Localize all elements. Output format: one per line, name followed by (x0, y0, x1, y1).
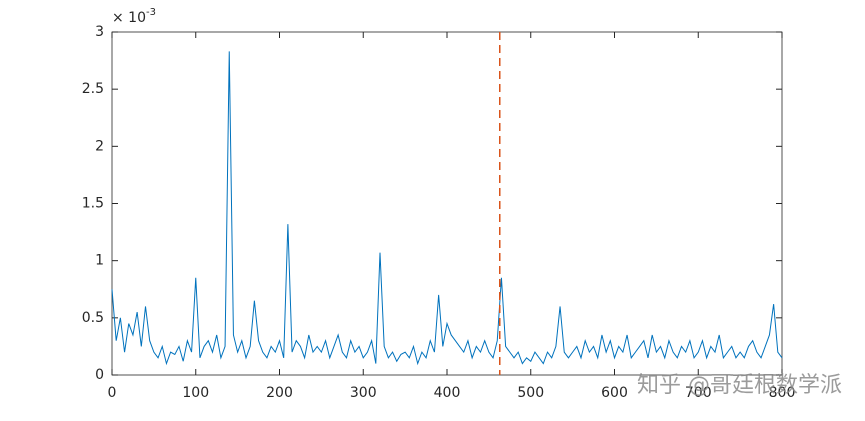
plot-area (111, 31, 783, 376)
y-tick-label: 0 (95, 367, 104, 383)
y-multiplier-base: × 10 (112, 10, 146, 26)
x-tick-label: 100 (182, 385, 209, 401)
y-tick-label: 2.5 (82, 81, 104, 97)
x-tick-label: 400 (434, 385, 461, 401)
x-tick-label: 800 (769, 385, 796, 401)
y-tick-label: 3 (95, 24, 104, 40)
y-tick-label: 1 (95, 253, 104, 269)
x-tick-label: 300 (350, 385, 377, 401)
y-tick-label: 0.5 (82, 310, 104, 326)
x-tick-label: 600 (601, 385, 628, 401)
watermark: 知乎 @哥廷根数学派 (637, 373, 842, 398)
x-tick-label: 200 (266, 385, 293, 401)
y-multiplier: × 10-3 (112, 7, 156, 26)
y-tick-label: 1.5 (82, 196, 104, 212)
x-tick-label: 500 (517, 385, 544, 401)
y-multiplier-exp: -3 (146, 7, 156, 18)
x-tick-label: 700 (685, 385, 712, 401)
y-tick-label: 2 (95, 138, 104, 154)
data-line (111, 51, 783, 366)
x-tick-label: 0 (108, 385, 117, 401)
